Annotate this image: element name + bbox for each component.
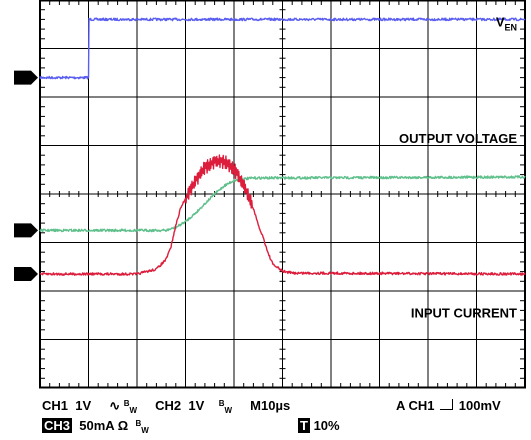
ch2-bw-sup: B bbox=[218, 399, 225, 408]
trace-label-ch3: INPUT CURRENT bbox=[411, 306, 517, 321]
marker-number: 1 bbox=[20, 71, 27, 85]
t-marker-icon: T bbox=[298, 418, 310, 433]
trigger-readout: A CH1 100mV bbox=[396, 398, 501, 413]
channel-markers: 1 2 3 bbox=[14, 70, 38, 282]
marker-number: 3 bbox=[20, 268, 27, 282]
trigger-position-value: 10% bbox=[313, 418, 340, 433]
trace-label-ch2: OUTPUT VOLTAGE bbox=[399, 131, 517, 146]
trigger-position: T 10% bbox=[298, 418, 340, 433]
trigger-level: 100mV bbox=[458, 398, 501, 413]
marker-arrow bbox=[14, 267, 38, 282]
trigger-source: A CH1 bbox=[396, 398, 435, 413]
ch2-label: CH2 bbox=[155, 398, 182, 413]
ch1-scale: 1V bbox=[75, 398, 92, 413]
trace-ch1 bbox=[39, 17, 526, 80]
trace-label-ch1: VEN bbox=[496, 15, 517, 33]
marker-arrow bbox=[14, 223, 38, 238]
marker-number: 2 bbox=[20, 224, 27, 238]
ch2-bw-sub: W bbox=[224, 406, 233, 415]
ch1-label: CH1 bbox=[42, 398, 69, 413]
footer-line-2: CH3 50mA Ω BW bbox=[42, 418, 149, 435]
rising-edge-icon bbox=[440, 399, 454, 410]
ch2-scale: 1V bbox=[188, 398, 205, 413]
ch3-bw-sup: B bbox=[135, 419, 142, 428]
trace-ch3 bbox=[39, 154, 526, 276]
bw-limit-sub: W bbox=[129, 406, 138, 415]
ch3-label: CH3 bbox=[42, 418, 73, 433]
ch3-scale: 50mA Ω bbox=[79, 418, 129, 433]
trace-ch2 bbox=[39, 175, 526, 233]
timebase: M10µs bbox=[250, 398, 291, 413]
graticule bbox=[39, 0, 526, 389]
channel-3-marker: 3 bbox=[14, 267, 38, 282]
ac-coupling-icon: ∿ bbox=[109, 398, 121, 413]
ch3-bw-sub: W bbox=[141, 426, 149, 435]
traces bbox=[39, 17, 526, 276]
marker-arrow bbox=[14, 70, 38, 85]
trace-labels: VEN OUTPUT VOLTAGE INPUT CURRENT bbox=[399, 15, 517, 321]
channel-2-marker: 2 bbox=[14, 223, 38, 238]
channel-1-marker: 1 bbox=[14, 70, 38, 85]
footer-line-1: CH1 1V ∿ BW CH2 1V BW M10µs bbox=[42, 398, 291, 415]
bw-limit-sup: B bbox=[123, 399, 130, 408]
